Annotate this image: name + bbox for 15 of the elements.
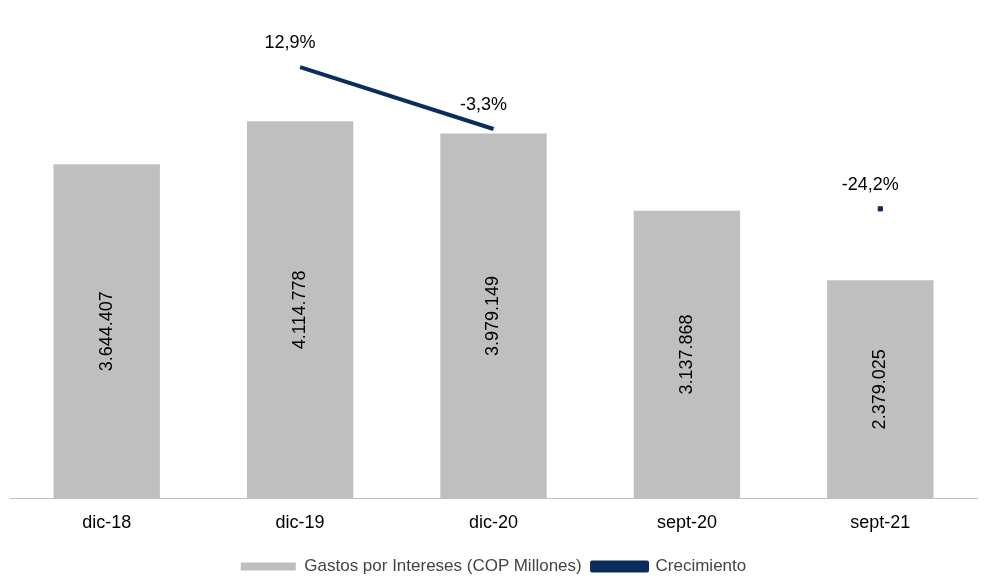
legend-label: Gastos por Intereses (COP Millones) [304,556,582,576]
x-tick-label: dic-19 [275,512,325,533]
data-label: 3.979.149 [482,275,503,357]
legend-label: Crecimiento [655,556,747,576]
data-label: 2.379.025 [869,349,890,430]
data-label: -24,2% [841,173,899,194]
data-label: -3,3% [459,93,508,114]
data-label: 4.114.778 [289,270,310,350]
x-tick-label: sept-21 [850,512,911,533]
x-tick-label: dic-18 [82,512,132,533]
data-label: 3.644.407 [95,291,116,372]
x-tick-label: sept-20 [656,512,717,533]
data-label: 12,9% [264,32,316,53]
data-label: 3.137.868 [675,314,696,395]
x-tick-label: dic-20 [468,512,519,533]
